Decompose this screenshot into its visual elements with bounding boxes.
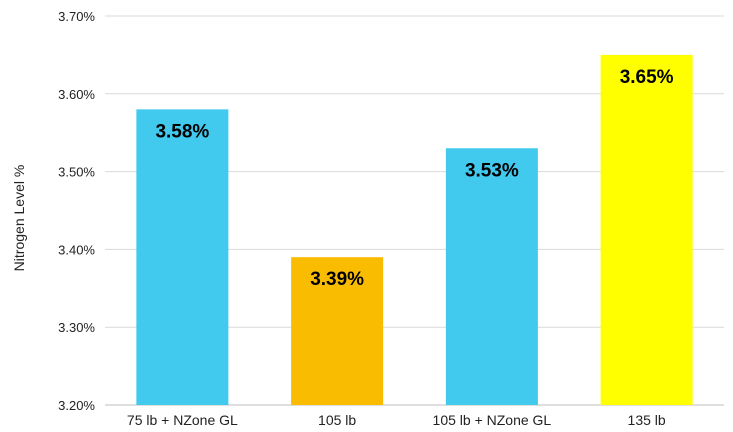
x-category-label: 105 lb [318, 412, 356, 428]
data-label: 3.65% [620, 67, 674, 88]
y-tick-label: 3.20% [58, 398, 95, 413]
data-label: 3.39% [310, 269, 364, 290]
y-tick-label: 3.70% [58, 9, 95, 24]
bar [600, 54, 693, 406]
y-tick-label: 3.60% [58, 87, 95, 102]
data-labels: 3.58% 3.39% 3.53% 3.65% [155, 67, 673, 290]
bar [445, 148, 538, 405]
bar [291, 257, 384, 405]
data-label: 3.53% [465, 160, 519, 181]
x-category-label: 75 lb + NZone GL [127, 412, 238, 428]
y-tick-label: 3.50% [58, 165, 95, 180]
y-axis-ticks: 3.20% 3.30% 3.40% 3.50% 3.60% 3.70% [58, 9, 95, 413]
bar [136, 109, 229, 406]
x-category-label: 135 lb [628, 412, 666, 428]
y-tick-label: 3.40% [58, 242, 95, 257]
x-category-label: 105 lb + NZone GL [433, 412, 552, 428]
y-tick-label: 3.30% [58, 320, 95, 335]
bars [136, 54, 693, 406]
y-axis-title: Nitrogen Level % [11, 165, 27, 272]
data-label: 3.58% [155, 121, 209, 142]
x-axis-categories: 75 lb + NZone GL 105 lb 105 lb + NZone GL 1… [127, 412, 666, 428]
